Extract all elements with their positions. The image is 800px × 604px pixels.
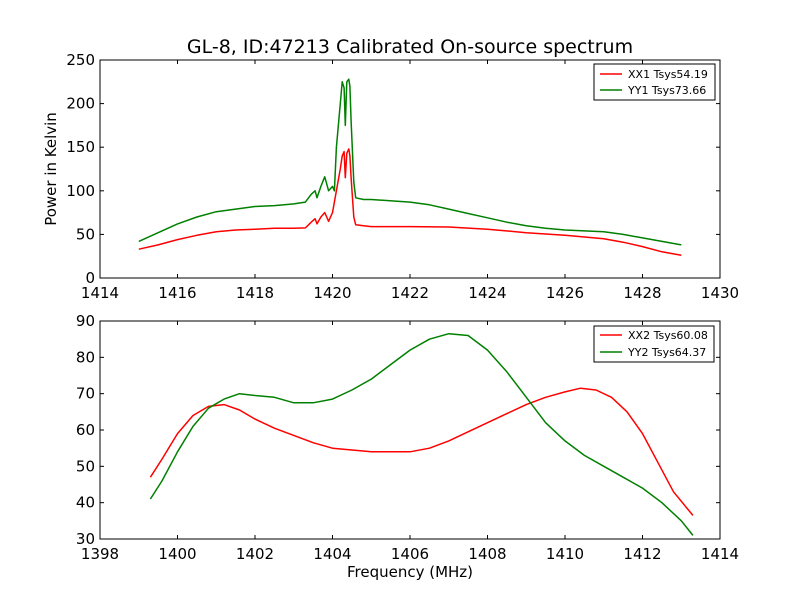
bottom-subplot: 1398 1400 1402 1404 1406 1408 1410 1412 1414 30 40…: [76, 312, 739, 563]
top-x-tick-label: 1428: [623, 284, 661, 302]
top-x-tick-label: 1416: [158, 284, 196, 302]
top-series-line-yy: [138, 78, 682, 246]
bottom-x-tick-label: 1410: [546, 545, 584, 563]
top-y-tick-label: 0: [85, 269, 95, 287]
bottom-y-tick-label: 70: [76, 385, 95, 403]
bottom-y-tick-label: 80: [76, 348, 95, 366]
bottom-y-tick-label: 40: [76, 494, 95, 512]
top-legend-box: [593, 63, 716, 101]
legend-label-yy1: YY1 Tsys73.66: [627, 84, 706, 97]
top-x-tick-label: 1414: [81, 284, 119, 302]
legend-label-xx2: XX2 Tsys60.08: [628, 329, 708, 342]
bottom-legend: XX2 Tsys60.08 YY2 Tsys64.37: [593, 325, 715, 363]
legend-label-xx1: XX1 Tsys54.19: [628, 68, 708, 81]
bottom-x-tick-label: 1404: [313, 545, 351, 563]
top-x-tick-label: 1424: [468, 284, 506, 302]
bottom-y-tick-label: 90: [76, 312, 95, 330]
x-axis-label: Frequency (MHz): [347, 563, 473, 581]
bottom-y-tick-label: 60: [76, 421, 95, 439]
bottom-series-line-yy: [149, 332, 694, 536]
bottom-x-tick-label: 1400: [158, 545, 196, 563]
bottom-series-line-xx: [149, 387, 694, 516]
bottom-y-tick-label: 30: [76, 530, 95, 548]
bottom-legend-box: [593, 325, 715, 363]
top-y-axis-label: Power in Kelvin: [42, 112, 60, 226]
top-y-tick-label: 200: [66, 95, 95, 113]
top-x-tick-label: 1420: [313, 284, 351, 302]
bottom-x-tick-label: 1402: [236, 545, 274, 563]
top-y-tick-label: 100: [66, 182, 95, 200]
top-y-tick-label: 250: [66, 51, 95, 69]
top-x-tick-label: 1426: [546, 284, 584, 302]
bottom-y-tick-label: 50: [76, 457, 95, 475]
top-x-tick-label: 1430: [701, 284, 739, 302]
top-y-tick-label: 150: [66, 138, 95, 156]
bottom-x-tick-label: 1406: [391, 545, 429, 563]
bottom-x-tick-label: 1398: [81, 545, 119, 563]
top-x-tick-label: 1422: [391, 284, 429, 302]
legend-label-yy2: YY2 Tsys64.37: [627, 346, 706, 359]
top-y-tick-label: 50: [76, 225, 95, 243]
bottom-x-tick-label: 1414: [701, 545, 739, 563]
bottom-x-tick-label: 1408: [468, 545, 506, 563]
figure-title: GL-8, ID:47213 Calibrated On-source spec…: [187, 36, 633, 58]
top-subplot: 1414 1416 1418 1420 1422 1424 1426 1428 1430 0 50 1…: [42, 51, 739, 302]
top-x-tick-label: 1418: [236, 284, 274, 302]
top-series-line-xx: [138, 148, 682, 257]
bottom-x-tick-label: 1412: [623, 545, 661, 563]
top-legend: XX1 Tsys54.19 YY1 Tsys73.66: [593, 63, 716, 101]
